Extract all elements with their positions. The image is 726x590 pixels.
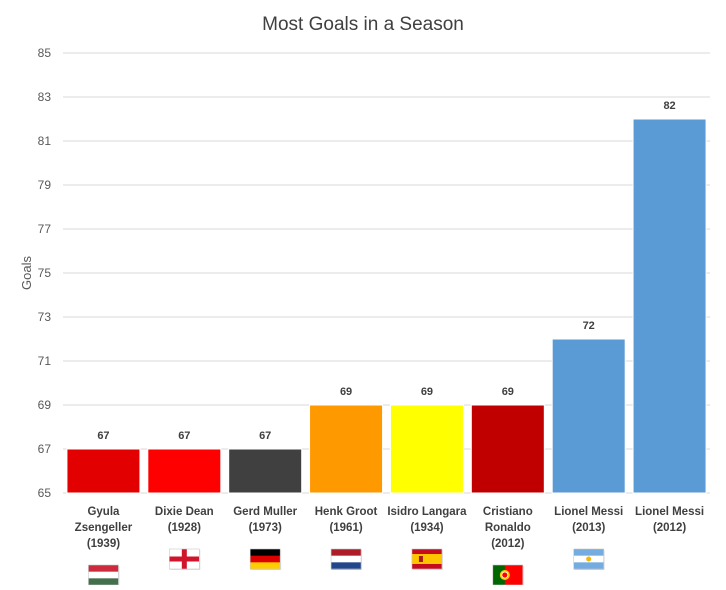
x-tick-label: (2012) (491, 538, 524, 550)
bar (228, 448, 303, 494)
y-axis-ticks: 65 67 69 71 73 75 77 79 81 83 85 (38, 46, 52, 500)
flag-netherlands-icon (330, 548, 363, 570)
bar (147, 448, 222, 494)
x-tick-label: (1973) (249, 522, 282, 534)
flag-argentina-icon (573, 548, 605, 570)
data-label: 82 (663, 100, 675, 112)
bar (66, 448, 141, 494)
x-tick-label: (1934) (410, 522, 443, 534)
x-axis-labels: Gyula Zsengeller (1939) Dixie Dean (1928) Ger… (75, 506, 704, 550)
flag-portugal-icon (492, 564, 524, 586)
x-tick-label: (1928) (168, 522, 201, 534)
chart-title: Most Goals in a Season (262, 14, 464, 35)
y-tick-label: 71 (38, 354, 52, 368)
y-tick-label: 67 (38, 442, 52, 456)
flag-hungary-icon (88, 564, 120, 586)
data-label: 72 (583, 320, 595, 332)
data-label: 69 (340, 386, 352, 398)
y-tick-label: 79 (38, 178, 52, 192)
data-label: 69 (502, 386, 514, 398)
data-label: 67 (97, 430, 109, 442)
x-tick-label: Zsengeller (75, 522, 133, 534)
y-axis-label: Goals (19, 256, 34, 290)
x-tick-label: Cristiano (483, 506, 533, 518)
x-tick-label: Gyula (87, 506, 120, 518)
x-tick-label: (1961) (329, 522, 362, 534)
y-tick-label: 73 (38, 310, 52, 324)
x-tick-label: (1939) (87, 538, 120, 550)
y-tick-label: 75 (38, 266, 52, 280)
bar (309, 404, 384, 494)
x-tick-label: Isidro Langara (387, 506, 467, 518)
bar (632, 118, 707, 494)
x-tick-label: (2012) (653, 522, 686, 534)
x-tick-label: Ronaldo (485, 522, 531, 534)
y-tick-label: 81 (38, 134, 52, 148)
x-tick-label: (2013) (572, 522, 605, 534)
y-tick-label: 65 (38, 486, 52, 500)
y-tick-label: 69 (38, 398, 52, 412)
x-tick-label: Gerd Muller (233, 506, 297, 518)
flags (88, 548, 605, 586)
x-tick-label: Lionel Messi (635, 506, 704, 518)
flag-germany-icon (249, 548, 282, 570)
bar (389, 404, 464, 494)
x-tick-label: Dixie Dean (155, 506, 214, 518)
data-label: 67 (178, 430, 190, 442)
bars (66, 118, 707, 494)
bar (551, 338, 626, 494)
x-tick-label: Henk Groot (315, 506, 378, 518)
data-labels: 67 67 67 69 69 69 72 82 (97, 100, 675, 442)
flag-spain-icon (411, 548, 443, 570)
x-tick-label: Lionel Messi (554, 506, 623, 518)
y-tick-label: 85 (38, 46, 52, 60)
bar (470, 404, 545, 494)
flag-england-icon (169, 548, 201, 570)
data-label: 69 (421, 386, 433, 398)
y-tick-label: 77 (38, 222, 52, 236)
data-label: 67 (259, 430, 271, 442)
y-tick-label: 83 (38, 90, 52, 104)
